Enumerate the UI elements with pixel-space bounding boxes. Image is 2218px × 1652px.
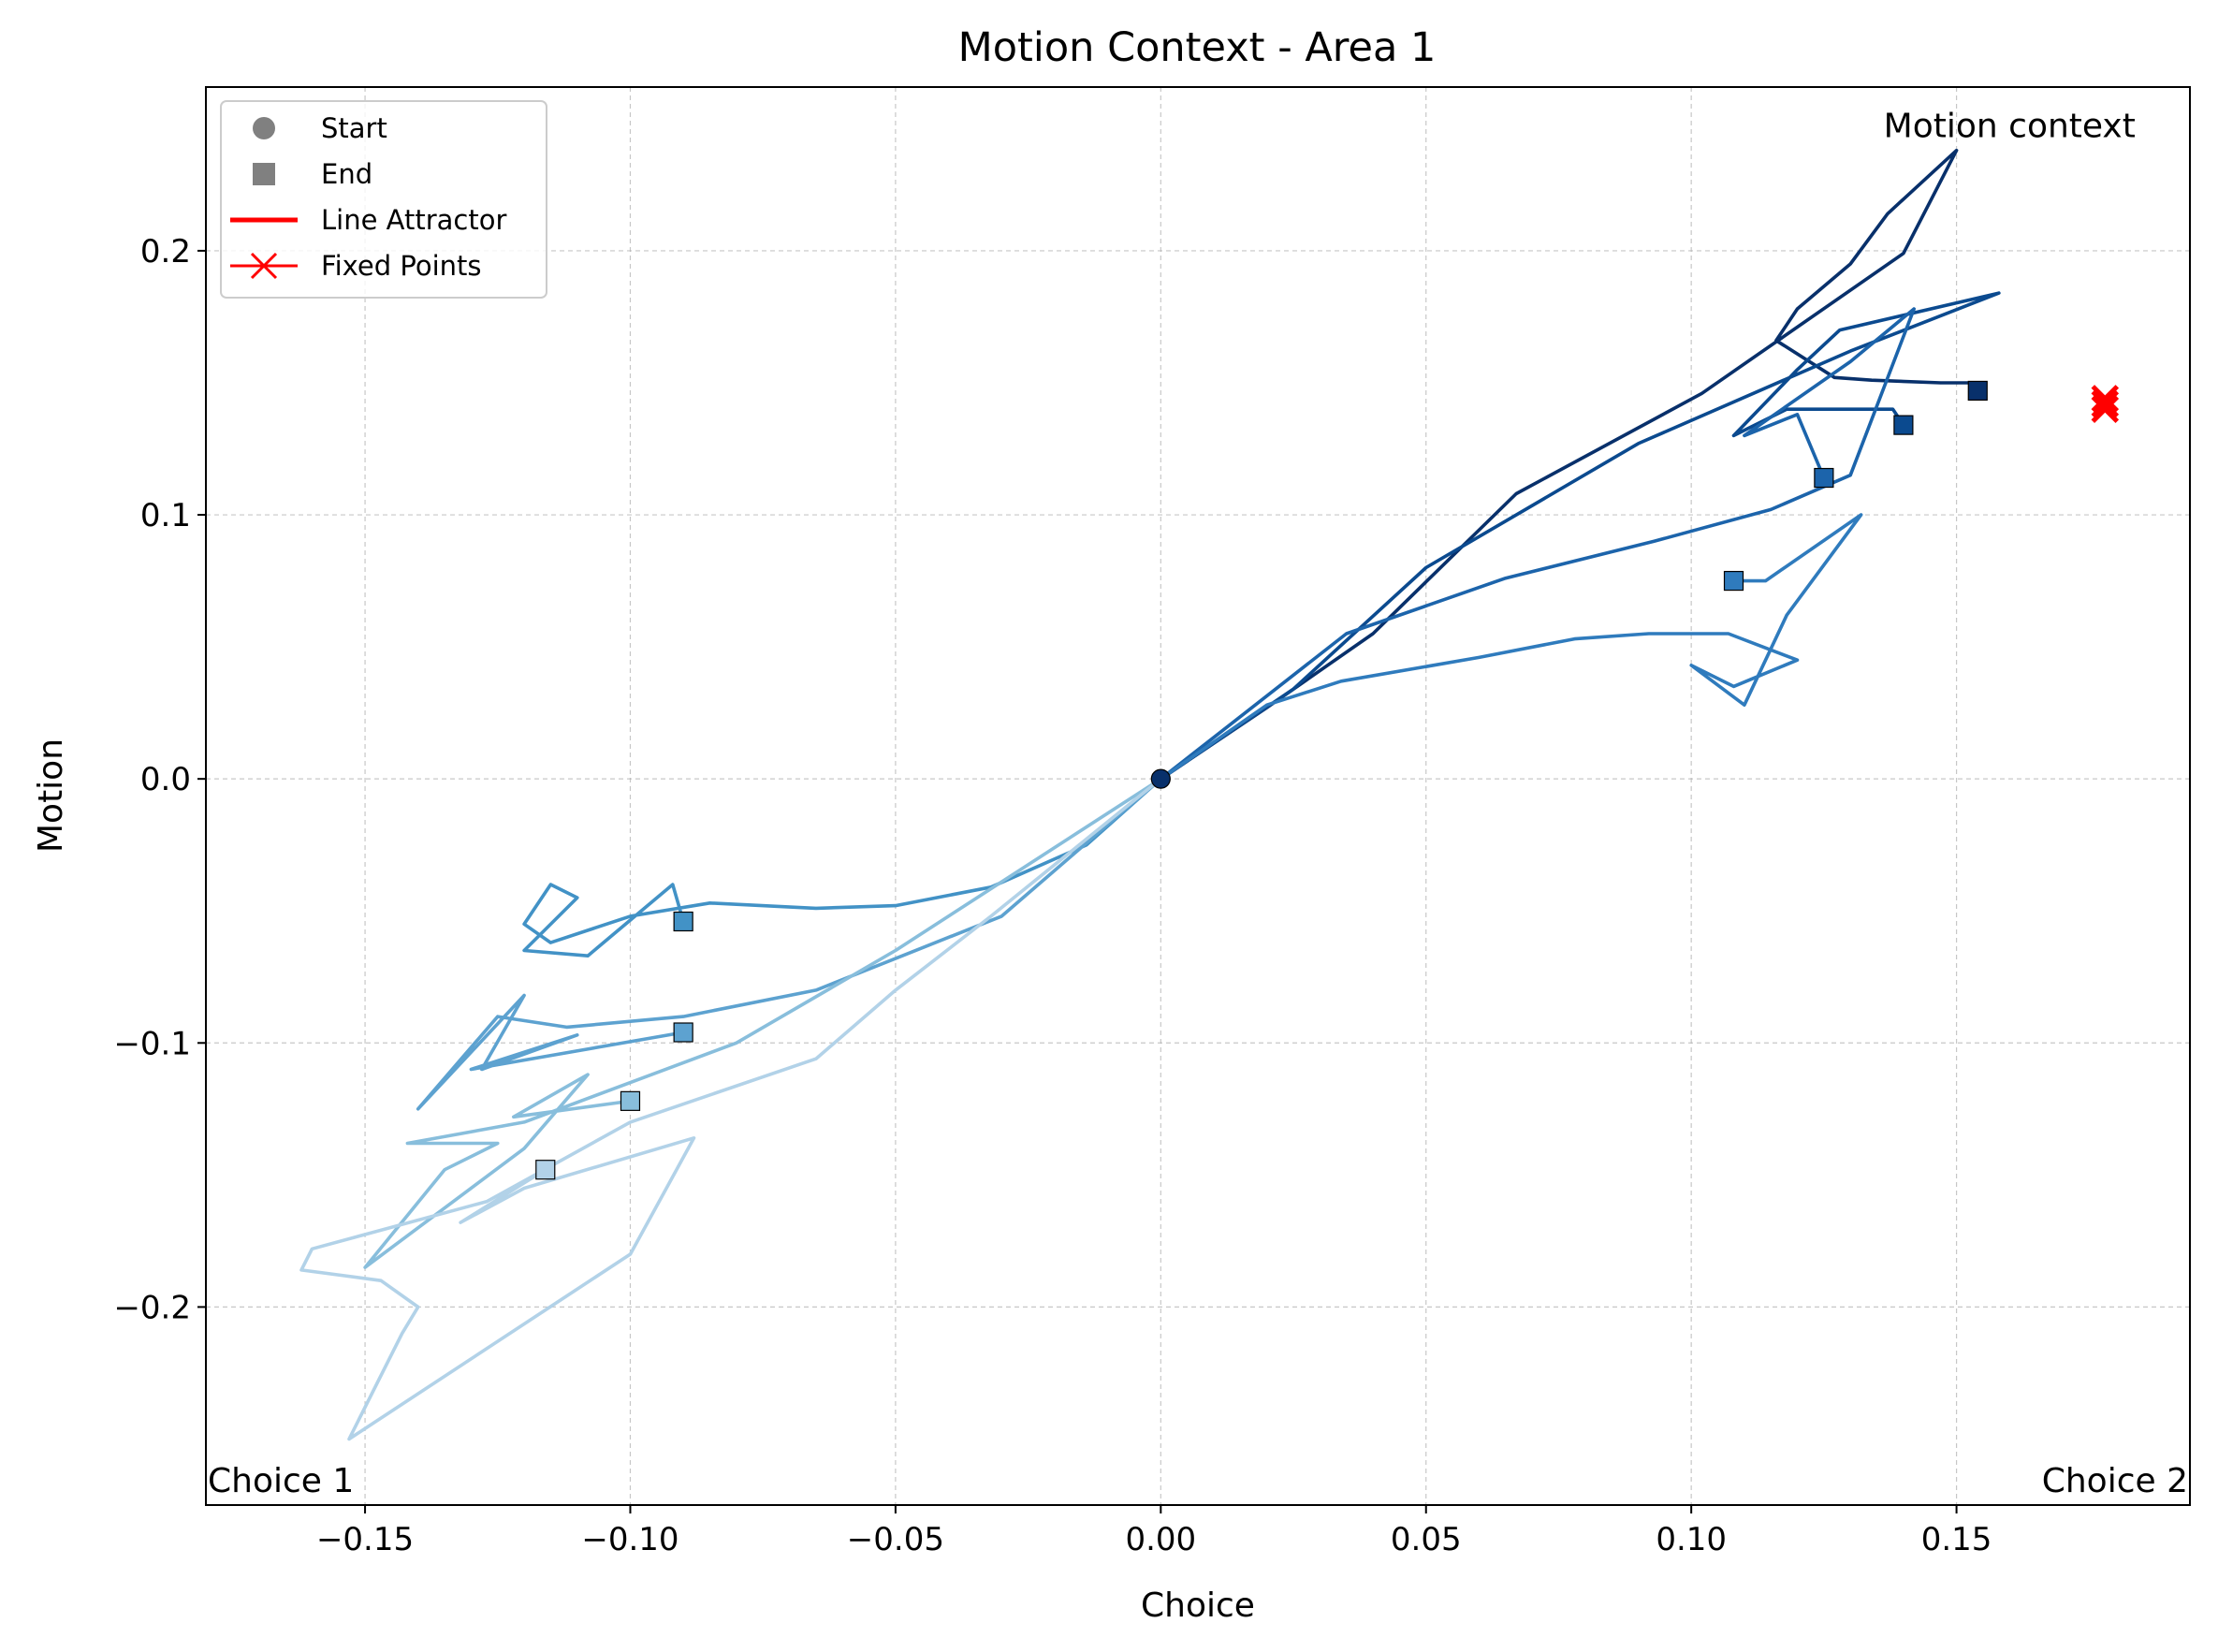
annotation-1: Motion context	[1884, 108, 2136, 146]
chart-title: Motion Context - Area 1	[958, 24, 1437, 71]
trajectory-line-3	[1159, 307, 1916, 782]
trajectory-line-5	[522, 777, 1163, 958]
x-tick-label: −0.10	[581, 1521, 679, 1558]
x-tick-label: 0.05	[1391, 1521, 1462, 1558]
axis-ticks: −0.15 −0.10 −0.05 0.00 0.05 0.10 0.15 0.2 0.1 0.0…	[113, 233, 1992, 1558]
fixed-point-stroke	[2091, 385, 2120, 413]
fixed-point-stroke	[2091, 389, 2120, 418]
end-marker-6	[673, 1022, 693, 1043]
x-tick-label: −0.15	[316, 1521, 414, 1558]
end-marker-5	[673, 911, 693, 932]
trajectory-line-4	[1159, 513, 1863, 782]
x-tick-label: 0.15	[1921, 1521, 1992, 1558]
annotation-3: Choice 2	[2042, 1462, 2188, 1500]
x-tick-label: 0.00	[1125, 1521, 1196, 1558]
end-marker-3	[1814, 467, 1834, 489]
legend-label: Start	[321, 112, 387, 144]
x-tick-label: −0.05	[847, 1521, 944, 1558]
legend-fixed-points-x-icon	[250, 252, 278, 280]
x-axis-label: Choice	[1141, 1586, 1255, 1625]
trajectory-line-2	[1159, 291, 2001, 782]
fixed-point-marker-1	[2091, 395, 2120, 423]
legend-label: End	[321, 158, 372, 190]
end-marker-4	[1723, 570, 1744, 592]
fixed-point-marker-3	[2091, 389, 2120, 418]
annotations: Motion context Choice 1 Choice 2	[208, 108, 2188, 1500]
y-tick-label: 0.2	[140, 233, 191, 270]
end-marker-8	[535, 1160, 556, 1180]
y-tick-label: 0.0	[140, 761, 191, 798]
fixed-point-stroke	[2091, 395, 2120, 423]
end-marker-1	[1967, 380, 1988, 402]
y-tick-label: −0.1	[113, 1025, 191, 1062]
end-marker-2	[1893, 415, 1914, 435]
y-axis-label: Motion	[32, 738, 70, 853]
trajectory-line-1	[1159, 148, 1980, 782]
series-layer	[299, 148, 2001, 1441]
annotation-2: Choice 1	[208, 1462, 354, 1500]
fixed-point-marker-2	[2091, 385, 2120, 413]
legend-label: Fixed Points	[321, 250, 481, 282]
start-marker	[1150, 768, 1171, 789]
end-marker-7	[620, 1090, 641, 1111]
legend-box	[220, 100, 547, 299]
y-tick-label: 0.1	[140, 497, 191, 534]
trajectory-line-7	[363, 777, 1163, 1269]
x-tick-label: 0.10	[1656, 1521, 1727, 1558]
y-tick-label: −0.2	[113, 1289, 191, 1326]
legend-end-icon	[253, 163, 275, 185]
legend-label: Line Attractor	[321, 204, 506, 236]
legend: Start End Line Attractor Fixed Points	[220, 100, 547, 299]
trajectory-line-8	[299, 777, 1163, 1441]
plot-frame	[205, 86, 2191, 1506]
legend-start-icon	[253, 117, 275, 139]
markers-layer	[535, 380, 2120, 1180]
